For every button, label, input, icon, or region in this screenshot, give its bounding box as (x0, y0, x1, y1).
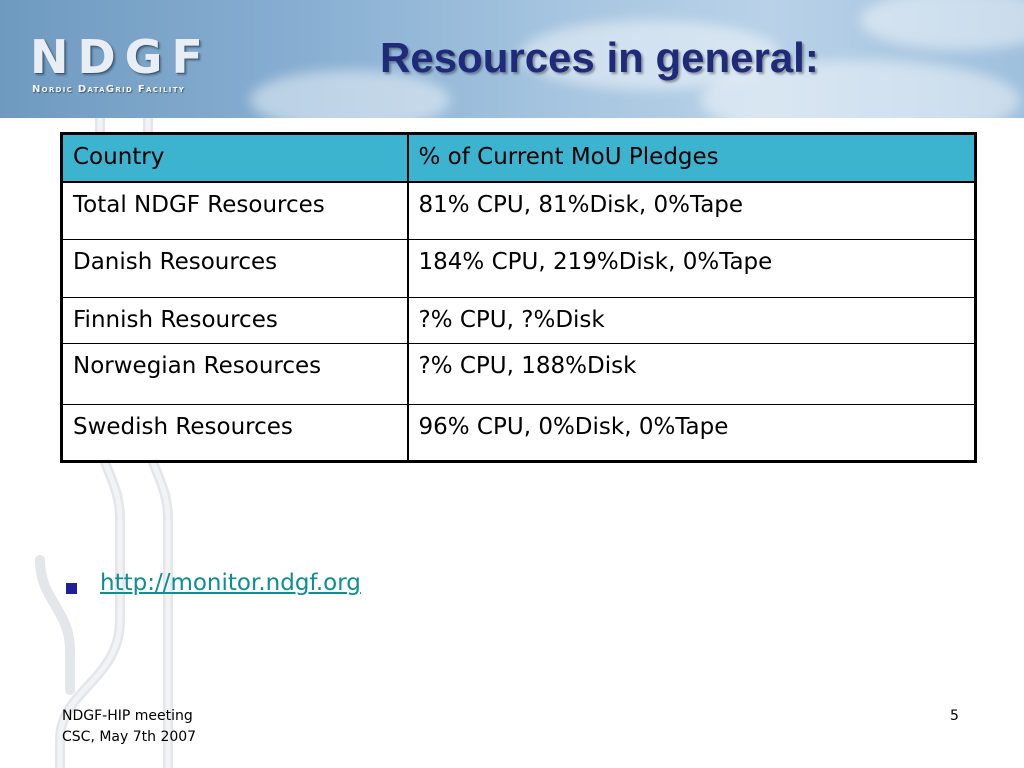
table-row: Finnish Resources ?% CPU, ?%Disk (61, 296, 976, 344)
page-number: 5 (950, 708, 959, 724)
column-header-country: Country (61, 133, 409, 183)
pledge-cell: ?% CPU, ?%Disk (407, 296, 976, 344)
pledge-cell: 81% CPU, 81%Disk, 0%Tape (407, 181, 976, 240)
pledge-cell: ?% CPU, 188%Disk (407, 342, 976, 405)
country-cell: Danish Resources (61, 238, 409, 298)
table-row: Swedish Resources 96% CPU, 0%Disk, 0%Tap… (61, 403, 976, 462)
logo-wordmark: NDGF (30, 30, 212, 84)
country-cell: Norwegian Resources (61, 342, 409, 405)
table-row: Norwegian Resources ?% CPU, 188%Disk (61, 342, 976, 405)
footer-date: CSC, May 7th 2007 (62, 729, 197, 745)
square-bullet-icon (66, 583, 77, 594)
country-cell: Finnish Resources (61, 296, 409, 344)
table-row: Danish Resources 184% CPU, 219%Disk, 0%T… (61, 238, 976, 298)
ndgf-logo: NDGF Nordic DataGrid Facility (30, 34, 245, 104)
monitor-link[interactable]: http://monitor.ndgf.org (100, 570, 361, 596)
footer-event: NDGF-HIP meeting (62, 708, 193, 724)
table-row: Total NDGF Resources 81% CPU, 81%Disk, 0… (61, 181, 976, 240)
pledge-cell: 184% CPU, 219%Disk, 0%Tape (407, 238, 976, 298)
table-header-row: Country % of Current MoU Pledges (61, 133, 976, 183)
slide-title: Resources in general: (380, 34, 819, 81)
pledge-cell: 96% CPU, 0%Disk, 0%Tape (407, 403, 976, 462)
column-header-pledges: % of Current MoU Pledges (407, 133, 976, 183)
footer-info: NDGF-HIP meeting CSC, May 7th 2007 (62, 706, 196, 748)
country-cell: Total NDGF Resources (61, 181, 409, 240)
resources-table: Country % of Current MoU Pledges Total N… (60, 132, 977, 463)
slide-header (0, 0, 1024, 118)
logo-subtitle: Nordic DataGrid Facility (32, 84, 186, 95)
country-cell: Swedish Resources (61, 403, 409, 462)
